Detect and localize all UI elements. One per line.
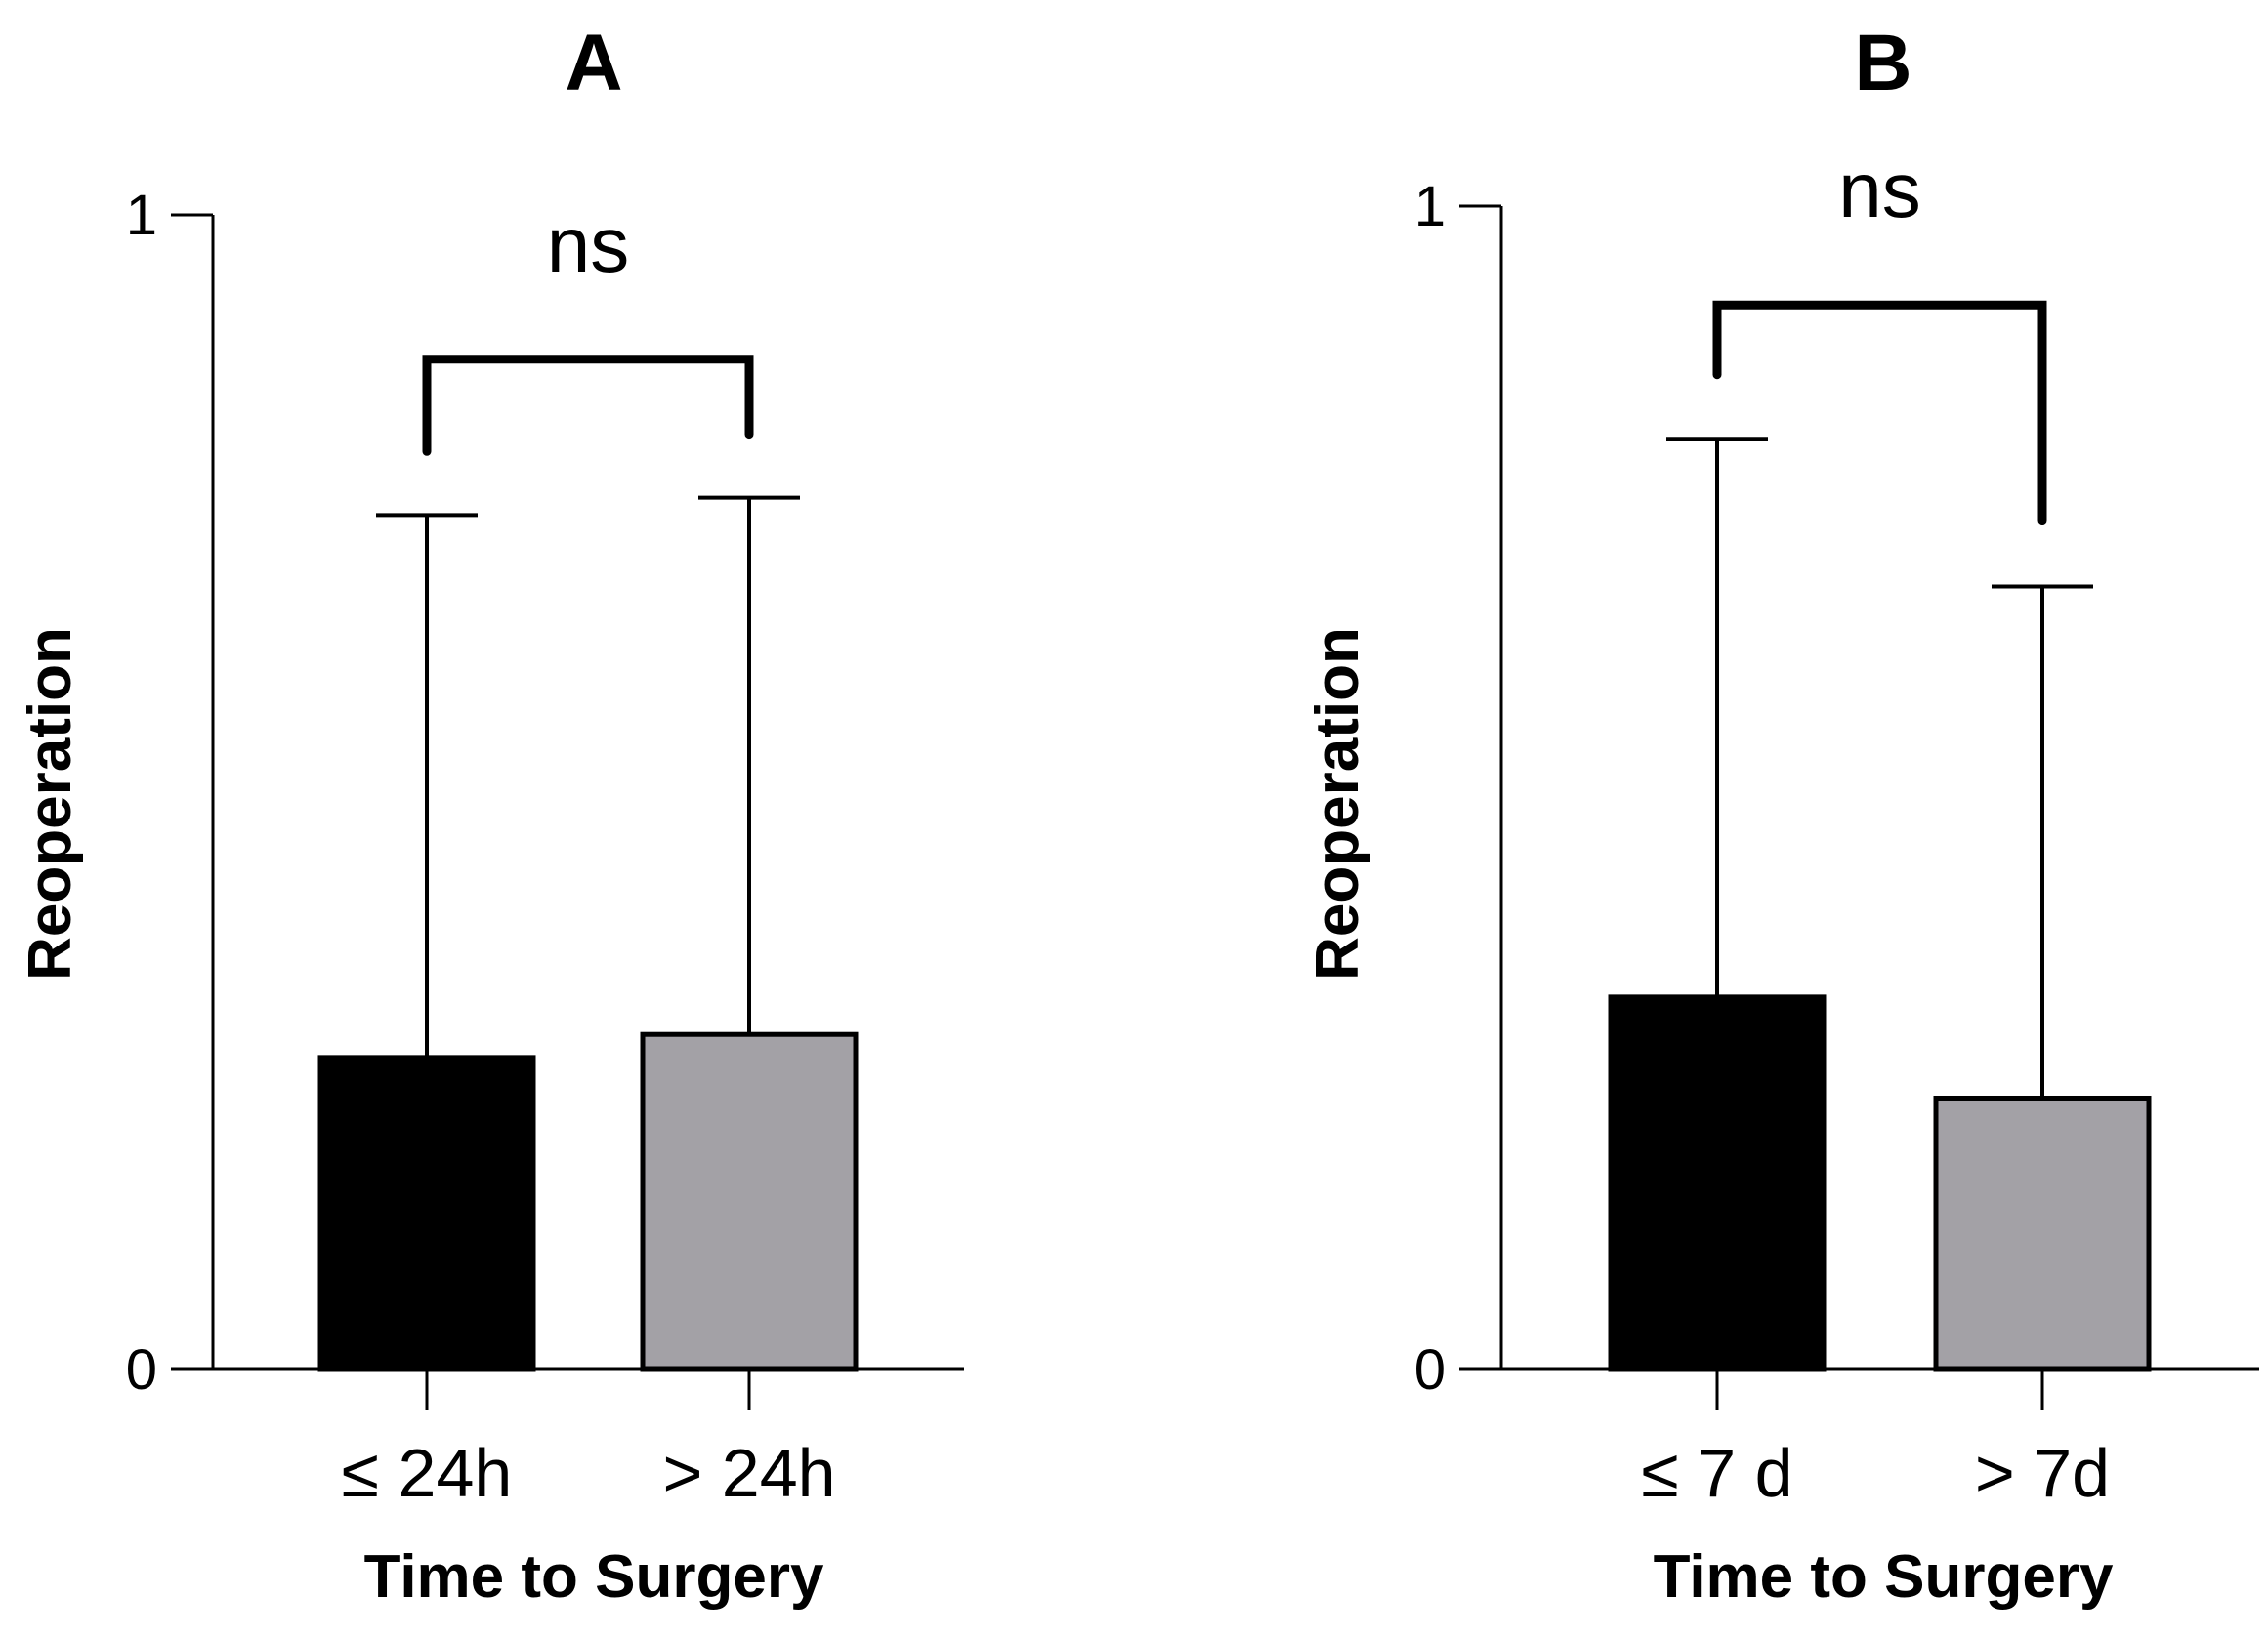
panel-a-significance: ns bbox=[422, 201, 754, 456]
panel-a-error-bars bbox=[376, 495, 800, 1058]
bar-a-2 bbox=[640, 1031, 859, 1372]
y-tick-label-1: 1 bbox=[1414, 175, 1446, 238]
significance-bracket bbox=[422, 355, 754, 456]
y-tick-label-0: 0 bbox=[1414, 1338, 1446, 1402]
panel-a: A Reoperation Time to Surgery 0 1 ≤ 24h > 2… bbox=[17, 19, 964, 1611]
panel-b-axes bbox=[1459, 204, 2259, 1410]
significance-label: ns bbox=[1838, 147, 1921, 233]
bar-b-1 bbox=[1608, 994, 1827, 1372]
panel-b-title: B bbox=[1854, 19, 1911, 107]
panel-a-axes bbox=[171, 213, 964, 1410]
x-category-label-2: > 7d bbox=[1975, 1435, 2110, 1511]
x-category-label-1: ≤ 24h bbox=[342, 1435, 513, 1511]
panel-a-tick-labels: 0 1 ≤ 24h > 24h bbox=[126, 184, 836, 1511]
bar-b-2 bbox=[1933, 1095, 2152, 1372]
panel-b-error-bars bbox=[1666, 437, 2093, 1099]
panel-b-bars bbox=[1608, 994, 2152, 1372]
panel-b-x-axis-title: Time to Surgery bbox=[1654, 1543, 2114, 1611]
y-tick-label-1: 1 bbox=[126, 184, 157, 247]
x-category-label-2: > 24h bbox=[662, 1435, 835, 1511]
panel-a-bars bbox=[317, 1031, 859, 1372]
panel-a-y-axis-title: Reoperation bbox=[17, 627, 84, 981]
significance-bracket bbox=[1712, 300, 2047, 525]
y-tick-label-0: 0 bbox=[126, 1338, 157, 1402]
panel-b: B Reoperation Time to Surgery 0 1 ≤ 7 d > 7… bbox=[1304, 19, 2259, 1611]
significance-label: ns bbox=[547, 201, 630, 288]
bar-a-1 bbox=[317, 1055, 536, 1372]
panel-a-x-axis-title: Time to Surgery bbox=[364, 1543, 824, 1611]
panel-b-tick-labels: 0 1 ≤ 7 d > 7d bbox=[1414, 175, 2110, 1511]
panel-b-significance: ns bbox=[1712, 147, 2047, 525]
x-category-label-1: ≤ 7 d bbox=[1641, 1435, 1792, 1511]
panel-b-y-axis-title: Reoperation bbox=[1304, 627, 1371, 981]
panel-a-title: A bbox=[565, 19, 622, 107]
